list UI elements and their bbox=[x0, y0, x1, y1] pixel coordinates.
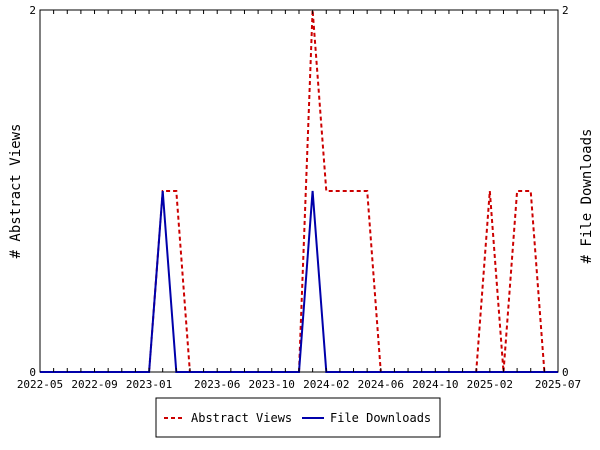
x-axis-labels: 2022-05 2022-09 2023-01 2023-06 2023-10 2024-… bbox=[17, 378, 581, 391]
legend: Abstract Views File Downloads bbox=[155, 397, 441, 438]
right-axis-tick-label-min: 0 bbox=[562, 366, 569, 379]
left-axis: 0 2 # Abstract Views bbox=[8, 4, 36, 379]
x-tick-label: 2022-09 bbox=[71, 378, 117, 391]
x-tick-label: 2023-10 bbox=[249, 378, 295, 391]
x-tick-label: 2023-06 bbox=[194, 378, 240, 391]
x-tick-label: 2023-01 bbox=[126, 378, 172, 391]
right-axis: 0 2 # File Downloads bbox=[562, 4, 595, 379]
x-tick-label: 2024-10 bbox=[412, 378, 458, 391]
left-axis-tick-label-max: 2 bbox=[29, 4, 36, 17]
x-tick-label: 2022-05 bbox=[17, 378, 63, 391]
series-line-file-downloads bbox=[40, 190, 558, 373]
x-tick-label: 2024-02 bbox=[303, 378, 349, 391]
plot-frame bbox=[39, 9, 559, 373]
series-layer bbox=[40, 9, 558, 373]
legend-label-file-downloads: File Downloads bbox=[330, 411, 431, 425]
legend-box bbox=[155, 397, 441, 438]
legend-label-abstract-views: Abstract Views bbox=[191, 411, 292, 425]
x-tick-label: 2025-07 bbox=[535, 378, 581, 391]
plot-area bbox=[39, 9, 559, 373]
x-axis-ticks bbox=[39, 10, 559, 372]
right-axis-title: # File Downloads bbox=[579, 129, 595, 264]
left-axis-tick-label-min: 0 bbox=[29, 366, 36, 379]
x-tick-label: 2025-02 bbox=[467, 378, 513, 391]
left-axis-title: # Abstract Views bbox=[8, 124, 24, 259]
x-tick-label: 2024-06 bbox=[358, 378, 404, 391]
right-axis-tick-label-max: 2 bbox=[562, 4, 569, 17]
series-line-abstract-views bbox=[40, 9, 558, 373]
